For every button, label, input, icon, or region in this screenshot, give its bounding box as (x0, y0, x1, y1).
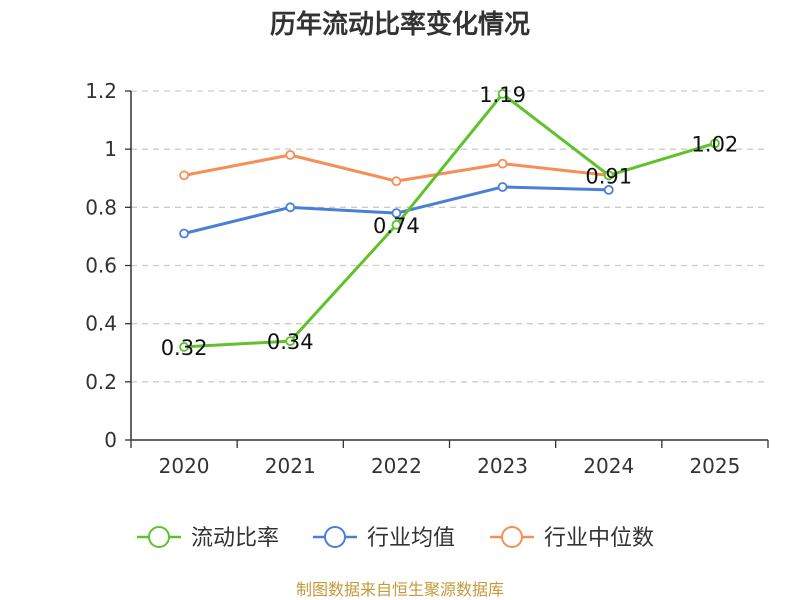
series-point-2 (179, 170, 189, 181)
y-tick-label: 0 (104, 428, 117, 452)
y-tick-label: 0.6 (85, 254, 117, 278)
y-tick-label: 0.8 (85, 195, 117, 219)
data-label: 0.91 (585, 164, 632, 188)
grid-lines (131, 90, 768, 383)
data-label: 0.32 (161, 336, 208, 360)
y-tick-label: 1.2 (85, 79, 117, 103)
legend-marker (148, 526, 170, 548)
series-point-1 (497, 182, 508, 192)
x-tick-label: 2025 (689, 454, 740, 478)
legend-marker (324, 526, 346, 548)
data-label: 0.34 (267, 330, 314, 354)
data-label: 0.74 (373, 214, 420, 238)
x-tick-label: 2021 (265, 454, 316, 478)
series-point-0 (710, 138, 720, 149)
series-point-2 (285, 150, 296, 160)
y-tick-label: 0.2 (85, 370, 117, 394)
x-tick-label: 2022 (371, 454, 422, 478)
series-line-0 (184, 92, 716, 349)
y-axis-ticks: 0 0.2 0.4 0.6 0.8 1 1.2 (85, 79, 117, 452)
legend-marker (501, 526, 523, 548)
series-point-1 (603, 184, 614, 195)
series-point-1 (391, 208, 402, 219)
legend-label: 行业均值 (367, 526, 455, 551)
legend-label: 流动比率 (191, 526, 279, 551)
data-label: 1.02 (692, 132, 739, 156)
data-label: 1.19 (479, 83, 526, 107)
x-tick-label: 2020 (159, 454, 210, 478)
series-point-2 (497, 158, 508, 169)
series-group (179, 89, 720, 352)
series-point-0 (497, 89, 508, 99)
data-labels: 0.32 0.34 0.74 1.19 0.91 1.02 (161, 83, 739, 360)
chart-title: 历年流动比率变化情况 (270, 9, 530, 40)
x-tick-label: 2023 (477, 454, 528, 478)
x-tick-label: 2024 (583, 454, 634, 478)
series-point-0 (179, 342, 189, 352)
y-tick-label: 1 (104, 137, 117, 161)
legend: 流动比率 行业均值 行业中位数 (137, 526, 654, 551)
x-axis-ticks: 2020 2021 2022 2023 2024 2025 (159, 454, 741, 478)
axes (125, 90, 769, 448)
series-point-2 (391, 176, 402, 187)
y-tick-label: 0.4 (85, 312, 117, 336)
series-point-0 (285, 336, 296, 347)
series-point-0 (391, 219, 402, 230)
series-point-1 (285, 202, 296, 213)
series-point-1 (179, 228, 189, 239)
series-point-0 (603, 170, 614, 181)
legend-label: 行业中位数 (544, 526, 654, 551)
source-note: 制图数据来自恒生聚源数据库 (296, 580, 504, 599)
